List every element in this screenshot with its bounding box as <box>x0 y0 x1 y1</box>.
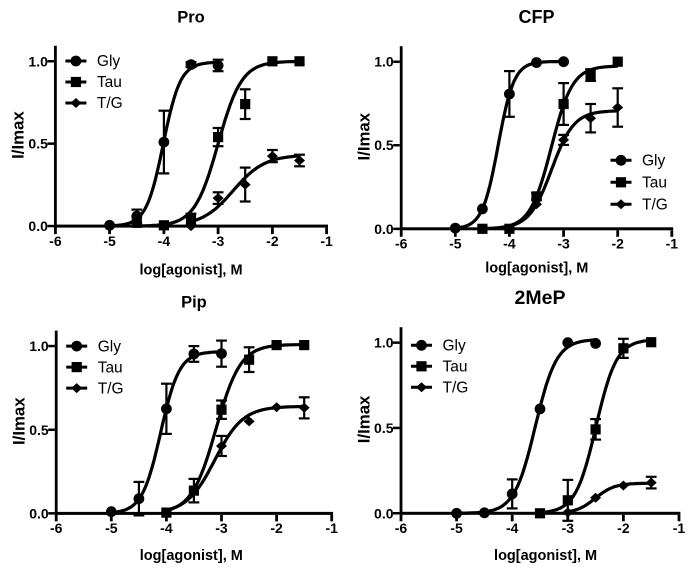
svg-text:Gly: Gly <box>97 53 121 70</box>
svg-text:-4: -4 <box>506 520 519 536</box>
svg-text:1.0: 1.0 <box>374 54 394 70</box>
svg-text:-6: -6 <box>50 520 63 536</box>
svg-text:log[agonist], M: log[agonist], M <box>494 548 597 564</box>
svg-text:0.0: 0.0 <box>29 505 49 521</box>
svg-text:0.0: 0.0 <box>28 218 48 234</box>
svg-text:-5: -5 <box>450 520 463 536</box>
svg-text:0.5: 0.5 <box>374 137 394 153</box>
svg-text:-6: -6 <box>395 236 408 252</box>
svg-text:-1: -1 <box>666 236 679 252</box>
svg-text:Tau: Tau <box>443 359 468 376</box>
svg-text:1.0: 1.0 <box>374 335 394 351</box>
svg-text:-3: -3 <box>562 520 575 536</box>
svg-text:-6: -6 <box>395 520 408 536</box>
svg-text:-6: -6 <box>49 233 62 249</box>
svg-text:Tau: Tau <box>642 175 667 192</box>
svg-text:T/G: T/G <box>98 380 124 397</box>
svg-text:-5: -5 <box>105 520 118 536</box>
svg-text:-2: -2 <box>266 233 279 249</box>
svg-text:-1: -1 <box>320 233 333 249</box>
svg-text:T/G: T/G <box>642 197 668 214</box>
svg-text:2MeP: 2MeP <box>515 287 566 309</box>
svg-text:0.5: 0.5 <box>28 136 48 152</box>
svg-text:-3: -3 <box>212 233 225 249</box>
svg-text:Gly: Gly <box>443 338 467 355</box>
svg-text:Tau: Tau <box>97 74 122 91</box>
svg-text:Pro: Pro <box>177 9 205 27</box>
svg-text:0.5: 0.5 <box>29 422 49 438</box>
svg-text:Gly: Gly <box>98 338 122 355</box>
svg-text:I/Imax: I/Imax <box>355 112 374 160</box>
svg-text:T/G: T/G <box>443 380 469 397</box>
svg-text:log[agonist], M: log[agonist], M <box>139 262 242 278</box>
svg-text:Pip: Pip <box>181 294 207 312</box>
svg-text:I/Imax: I/Imax <box>354 395 373 443</box>
svg-text:Gly: Gly <box>642 153 666 170</box>
svg-text:0.0: 0.0 <box>374 221 394 237</box>
svg-text:-3: -3 <box>215 520 228 536</box>
svg-text:CFP: CFP <box>519 7 555 27</box>
svg-text:log[agonist], M: log[agonist], M <box>140 548 243 564</box>
svg-text:T/G: T/G <box>97 95 123 112</box>
svg-text:-5: -5 <box>103 233 116 249</box>
svg-text:1.0: 1.0 <box>29 338 49 354</box>
svg-text:I/Imax: I/Imax <box>9 111 28 159</box>
svg-text:-2: -2 <box>270 520 283 536</box>
svg-text:-2: -2 <box>617 520 630 536</box>
svg-text:-3: -3 <box>557 236 570 252</box>
svg-text:-4: -4 <box>503 236 516 252</box>
svg-text:1.0: 1.0 <box>28 53 48 69</box>
svg-text:-1: -1 <box>325 520 338 536</box>
svg-text:-4: -4 <box>160 520 173 536</box>
svg-text:-2: -2 <box>611 236 624 252</box>
svg-text:-5: -5 <box>449 236 462 252</box>
svg-text:Tau: Tau <box>98 359 123 376</box>
svg-text:-1: -1 <box>673 520 686 536</box>
svg-text:0.5: 0.5 <box>374 420 394 436</box>
svg-text:-4: -4 <box>158 233 171 249</box>
svg-text:0.0: 0.0 <box>374 505 394 521</box>
svg-text:I/Imax: I/Imax <box>10 397 29 445</box>
svg-text:log[agonist], M: log[agonist], M <box>485 261 588 277</box>
